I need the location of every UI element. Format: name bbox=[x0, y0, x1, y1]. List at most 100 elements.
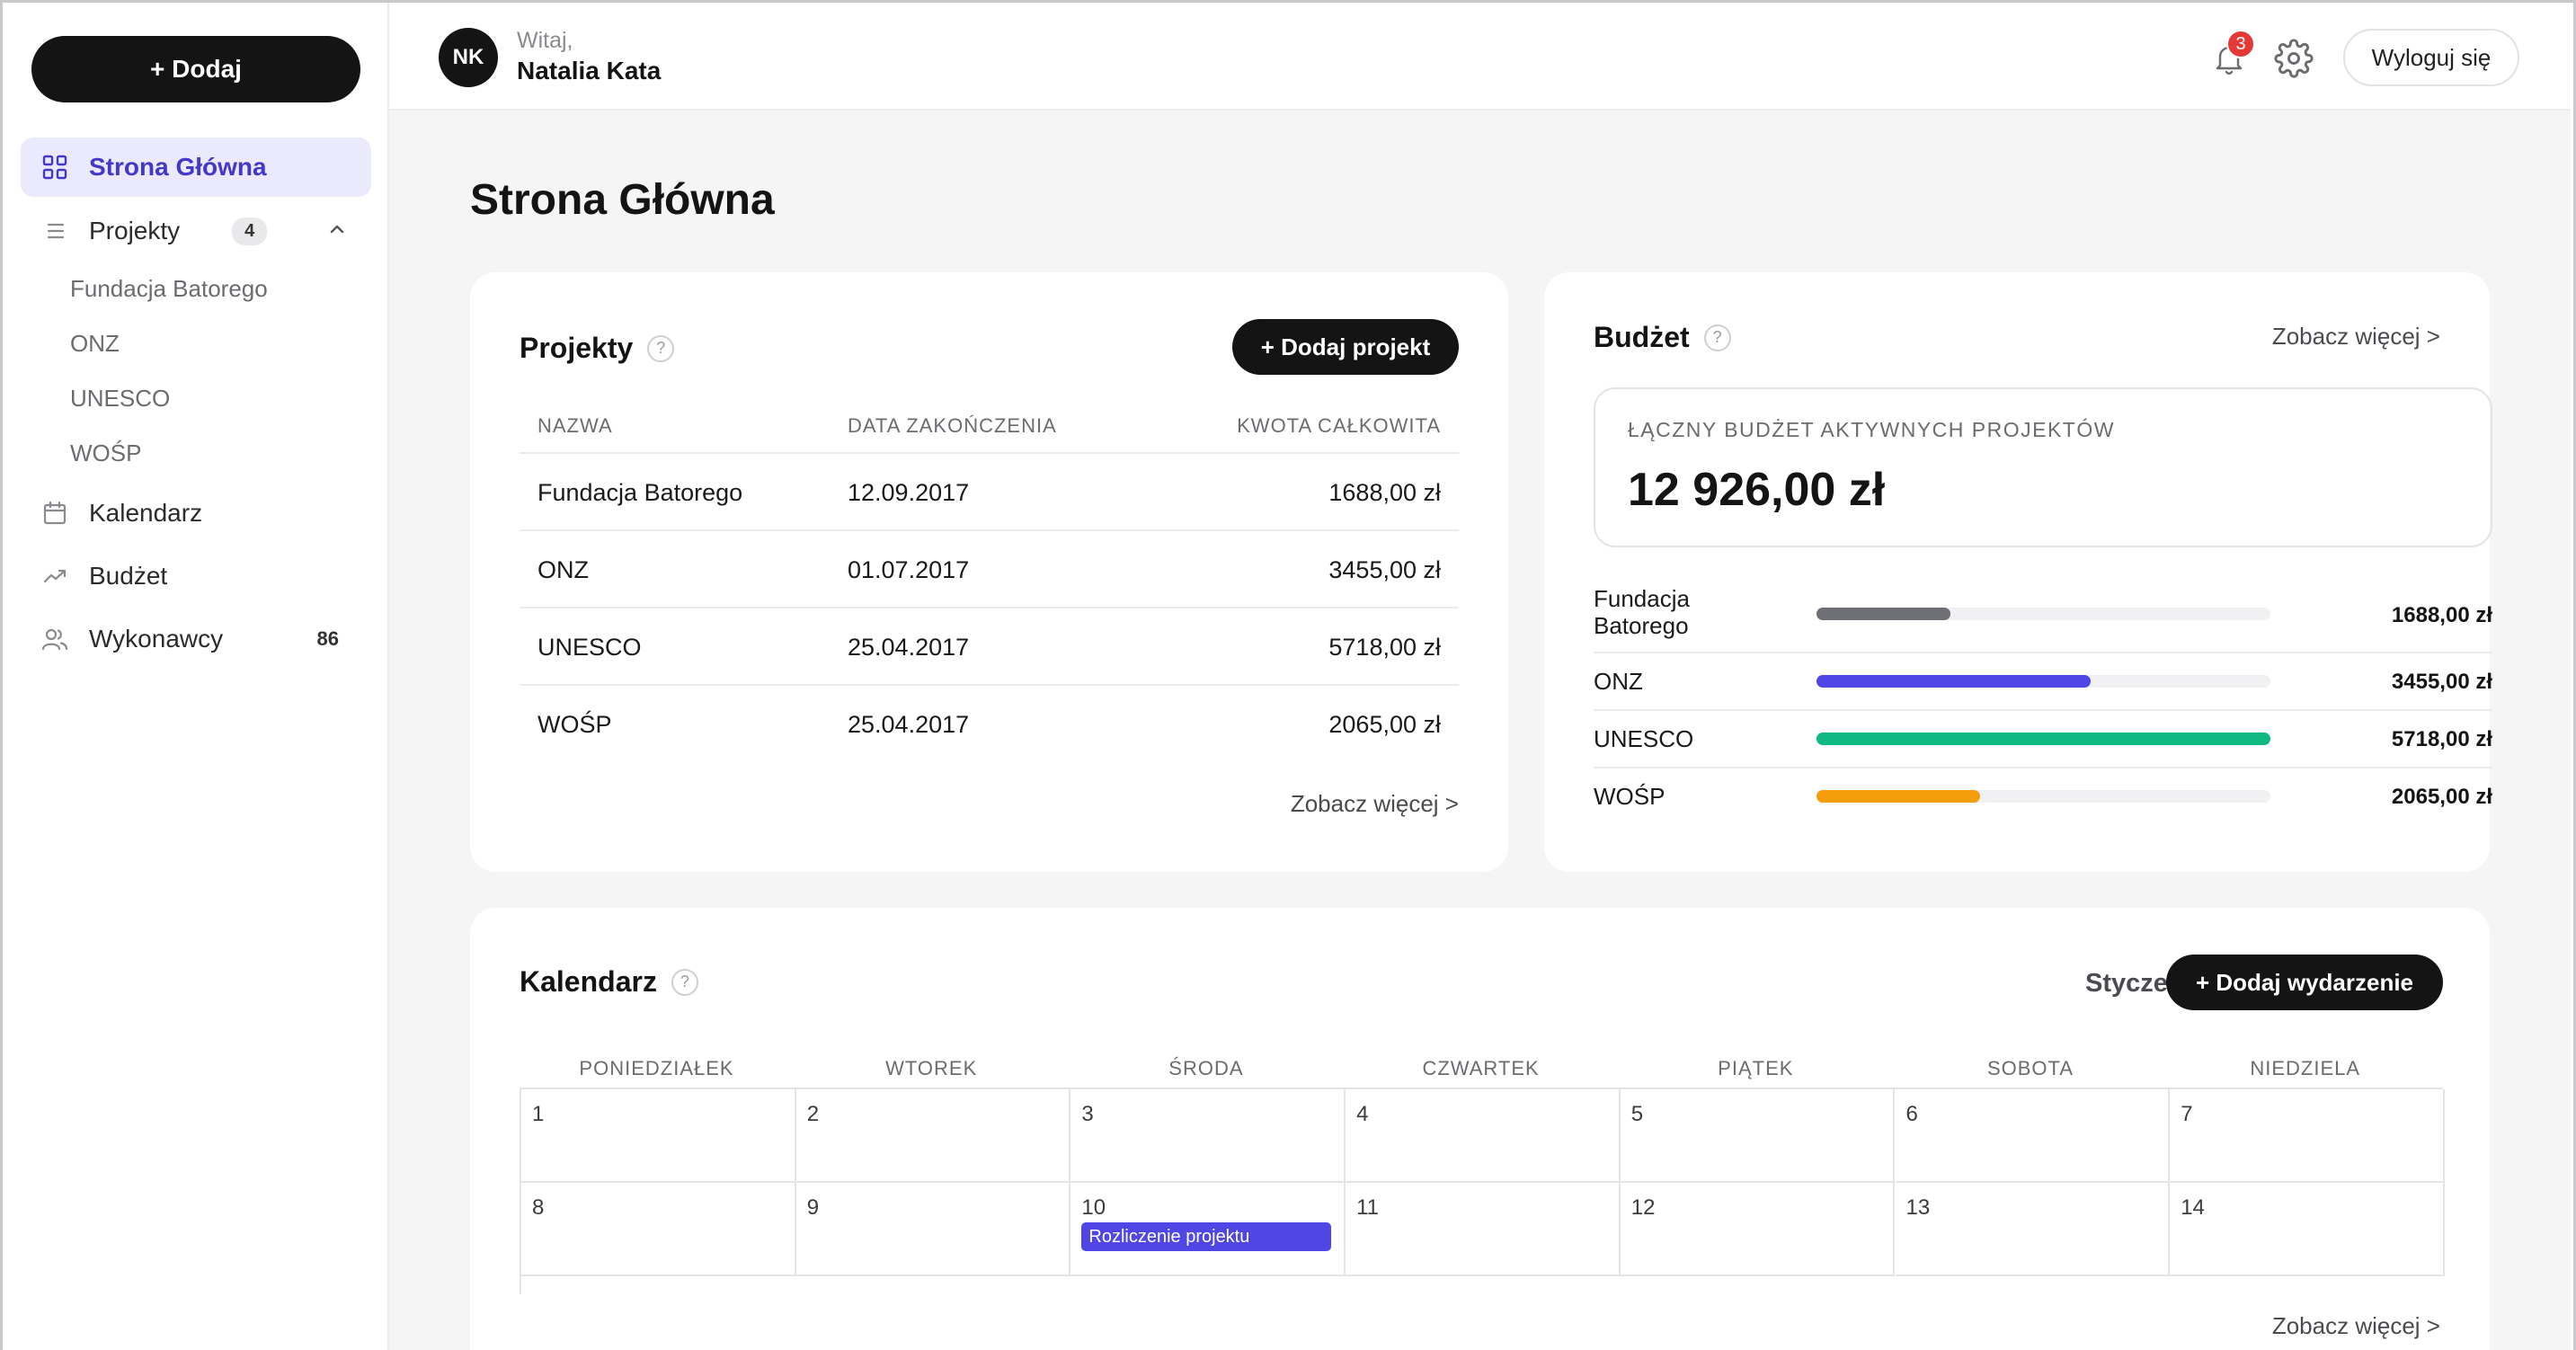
project-amount: 2065,00 zł bbox=[1328, 711, 1441, 738]
sidebar-item-calendar[interactable]: Kalendarz bbox=[21, 484, 371, 543]
project-name: Fundacja Batorego bbox=[537, 479, 743, 506]
chevron-up-icon[interactable] bbox=[326, 218, 348, 246]
main-content: Strona Główna Projekty ? + Dodaj projekt… bbox=[389, 111, 2571, 1350]
calendar-day-cell[interactable]: 7 bbox=[2170, 1089, 2445, 1183]
project-end-date: 25.04.2017 bbox=[848, 634, 970, 661]
sidebar-item-budget[interactable]: Budżet bbox=[21, 546, 371, 606]
sidebar-item-label: Kalendarz bbox=[89, 499, 203, 527]
calendar-day-number: 10 bbox=[1081, 1195, 1106, 1220]
budget-bar bbox=[1817, 790, 1981, 803]
budget-bar bbox=[1817, 675, 2092, 688]
sidebar-subitem-project[interactable]: ONZ bbox=[70, 330, 120, 357]
sidebar-item-home[interactable]: Strona Główna bbox=[21, 138, 371, 197]
calendar-day-cell[interactable]: 9 bbox=[795, 1183, 1071, 1276]
budget-bar-track bbox=[1817, 675, 2270, 688]
help-icon[interactable]: ? bbox=[671, 968, 698, 996]
calendar-day-cell[interactable]: 14 bbox=[2170, 1183, 2445, 1276]
budget-project-name: Fundacja Batorego bbox=[1594, 585, 1690, 639]
calendar-day-number: 9 bbox=[806, 1195, 820, 1220]
column-header-total-amount[interactable]: KWOTA CAŁKOWITA bbox=[1237, 414, 1441, 437]
calendar-day-cell[interactable]: 12 bbox=[1620, 1183, 1896, 1276]
projects-card-title-text: Projekty bbox=[520, 332, 634, 364]
calendar-day-cell[interactable]: 1 bbox=[521, 1089, 796, 1183]
grid-icon bbox=[40, 153, 69, 182]
calendar-day-cell[interactable]: 8 bbox=[521, 1183, 796, 1276]
calendar-icon bbox=[40, 499, 69, 528]
weekday-header: PIĄTEK bbox=[1718, 1057, 1794, 1079]
weekday-header: ŚRODA bbox=[1168, 1057, 1244, 1079]
calendar-day-number: 5 bbox=[1630, 1102, 1644, 1126]
calendar-day-cell[interactable]: 6 bbox=[1895, 1089, 2171, 1183]
calendar-day-number: 7 bbox=[2181, 1102, 2193, 1126]
calendar-event[interactable]: Rozliczenie projektu bbox=[1081, 1222, 1332, 1251]
help-icon[interactable]: ? bbox=[647, 334, 675, 362]
sidebar-subitem-project[interactable]: WOŚP bbox=[70, 440, 142, 466]
sidebar-item-contractors[interactable]: Wykonawcy 86 bbox=[21, 609, 371, 669]
calendar-day-cell[interactable]: 5 bbox=[1620, 1089, 1896, 1183]
calendar-day-cell[interactable]: 10 Rozliczenie projektu bbox=[1070, 1183, 1346, 1276]
user-name: Natalia Kata bbox=[517, 57, 662, 84]
calendar-card: Kalendarz ? Styczeń '18 + Dodaj wydarzen… bbox=[470, 908, 2490, 1350]
users-icon bbox=[40, 625, 69, 653]
table-row[interactable]: Fundacja Batorego 12.09.2017 1688,00 zł bbox=[520, 452, 1459, 529]
projects-see-more-link[interactable]: Zobacz więcej > bbox=[1290, 790, 1459, 817]
project-name: WOŚP bbox=[537, 711, 612, 738]
calendar-day-number: 14 bbox=[2181, 1195, 2205, 1220]
budget-see-more-link[interactable]: Zobacz więcej > bbox=[2271, 323, 2440, 350]
budget-bar bbox=[1817, 608, 1950, 620]
sidebar-item-label: Strona Główna bbox=[89, 153, 267, 181]
table-row[interactable]: UNESCO 25.04.2017 5718,00 zł bbox=[520, 607, 1459, 684]
project-amount: 1688,00 zł bbox=[1328, 479, 1441, 506]
budget-card-title-text: Budżet bbox=[1594, 321, 1690, 353]
calendar-day-number: 4 bbox=[1356, 1102, 1369, 1126]
avatar[interactable]: NK bbox=[439, 28, 498, 87]
help-icon[interactable]: ? bbox=[1703, 324, 1731, 351]
calendar-day-cell[interactable]: 3 bbox=[1070, 1089, 1346, 1183]
budget-project-name: WOŚP bbox=[1594, 783, 1666, 810]
trending-up-icon bbox=[40, 562, 69, 591]
calendar-card-title-text: Kalendarz bbox=[520, 965, 657, 998]
column-header-name[interactable]: NAZWA bbox=[537, 414, 613, 437]
table-row[interactable]: ONZ 01.07.2017 3455,00 zł bbox=[520, 529, 1459, 607]
calendar-day-cell[interactable]: 13 bbox=[1895, 1183, 2171, 1276]
sidebar-item-label: Budżet bbox=[89, 562, 168, 590]
add-button[interactable]: + Dodaj bbox=[31, 36, 360, 102]
projects-count-badge: 4 bbox=[232, 217, 268, 245]
budget-project-value: 5718,00 zł bbox=[2391, 727, 2492, 751]
contractors-count: 86 bbox=[316, 627, 339, 650]
budget-project-name: UNESCO bbox=[1594, 725, 1694, 752]
add-event-button[interactable]: + Dodaj wydarzenie bbox=[2166, 955, 2443, 1010]
calendar-day-number: 11 bbox=[1356, 1195, 1380, 1220]
calendar-grid: 1 2 3 4 5 6 7 8 9 10 Rozliczenie projektu 11 12 13 14 bbox=[520, 1088, 2445, 1294]
project-amount: 3455,00 zł bbox=[1328, 556, 1441, 583]
list-icon bbox=[40, 217, 69, 245]
budget-bar-track bbox=[1817, 790, 2270, 803]
logout-button[interactable]: Wyloguj się bbox=[2343, 29, 2519, 86]
budget-project-value: 3455,00 zł bbox=[2391, 670, 2492, 694]
budget-row[interactable]: ONZ 3455,00 zł bbox=[1594, 652, 2492, 709]
budget-project-name: ONZ bbox=[1594, 668, 1643, 695]
gear-icon[interactable] bbox=[2274, 39, 2314, 83]
budget-row[interactable]: Fundacja Batorego 1688,00 zł bbox=[1594, 578, 2492, 652]
table-row[interactable]: WOŚP 25.04.2017 2065,00 zł bbox=[520, 684, 1459, 761]
calendar-day-cell[interactable]: 2 bbox=[795, 1089, 1071, 1183]
calendar-see-more-link[interactable]: Zobacz więcej > bbox=[2271, 1312, 2440, 1339]
total-budget-label: ŁĄCZNY BUDŻET AKTYWNYCH PROJEKTÓW bbox=[1628, 418, 2115, 441]
calendar-day-cell[interactable]: 4 bbox=[1346, 1089, 1621, 1183]
sidebar: + Dodaj Strona Główna Projekty 4 Fundacj… bbox=[3, 3, 389, 1350]
budget-project-value: 1688,00 zł bbox=[2391, 603, 2492, 627]
projects-card-title: Projekty ? bbox=[520, 332, 675, 365]
calendar-day-cell[interactable]: 11 bbox=[1346, 1183, 1621, 1276]
budget-card: Budżet ? Zobacz więcej > ŁĄCZNY BUDŻET A… bbox=[1544, 272, 2492, 872]
top-header: NK Witaj, Natalia Kata 3 Wyloguj się bbox=[389, 3, 2571, 111]
add-project-button[interactable]: + Dodaj projekt bbox=[1232, 319, 1459, 375]
column-header-end-date[interactable]: DATA ZAKOŃCZENIA bbox=[848, 414, 1057, 437]
sidebar-subitem-project[interactable]: Fundacja Batorego bbox=[70, 275, 268, 302]
sidebar-item-projects[interactable]: Projekty 4 bbox=[21, 201, 371, 261]
budget-row[interactable]: UNESCO 5718,00 zł bbox=[1594, 709, 2492, 767]
calendar-day-number: 2 bbox=[806, 1102, 820, 1126]
budget-row[interactable]: WOŚP 2065,00 zł bbox=[1594, 767, 2492, 824]
budget-bar-track bbox=[1817, 608, 2270, 620]
sidebar-subitem-project[interactable]: UNESCO bbox=[70, 385, 171, 412]
